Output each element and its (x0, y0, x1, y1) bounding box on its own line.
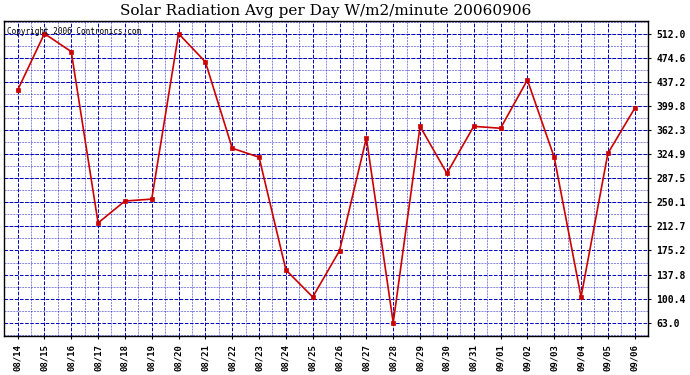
Title: Solar Radiation Avg per Day W/m2/minute 20060906: Solar Radiation Avg per Day W/m2/minute … (121, 4, 532, 18)
Text: Copyright 2006 Contronics.com: Copyright 2006 Contronics.com (8, 27, 141, 36)
